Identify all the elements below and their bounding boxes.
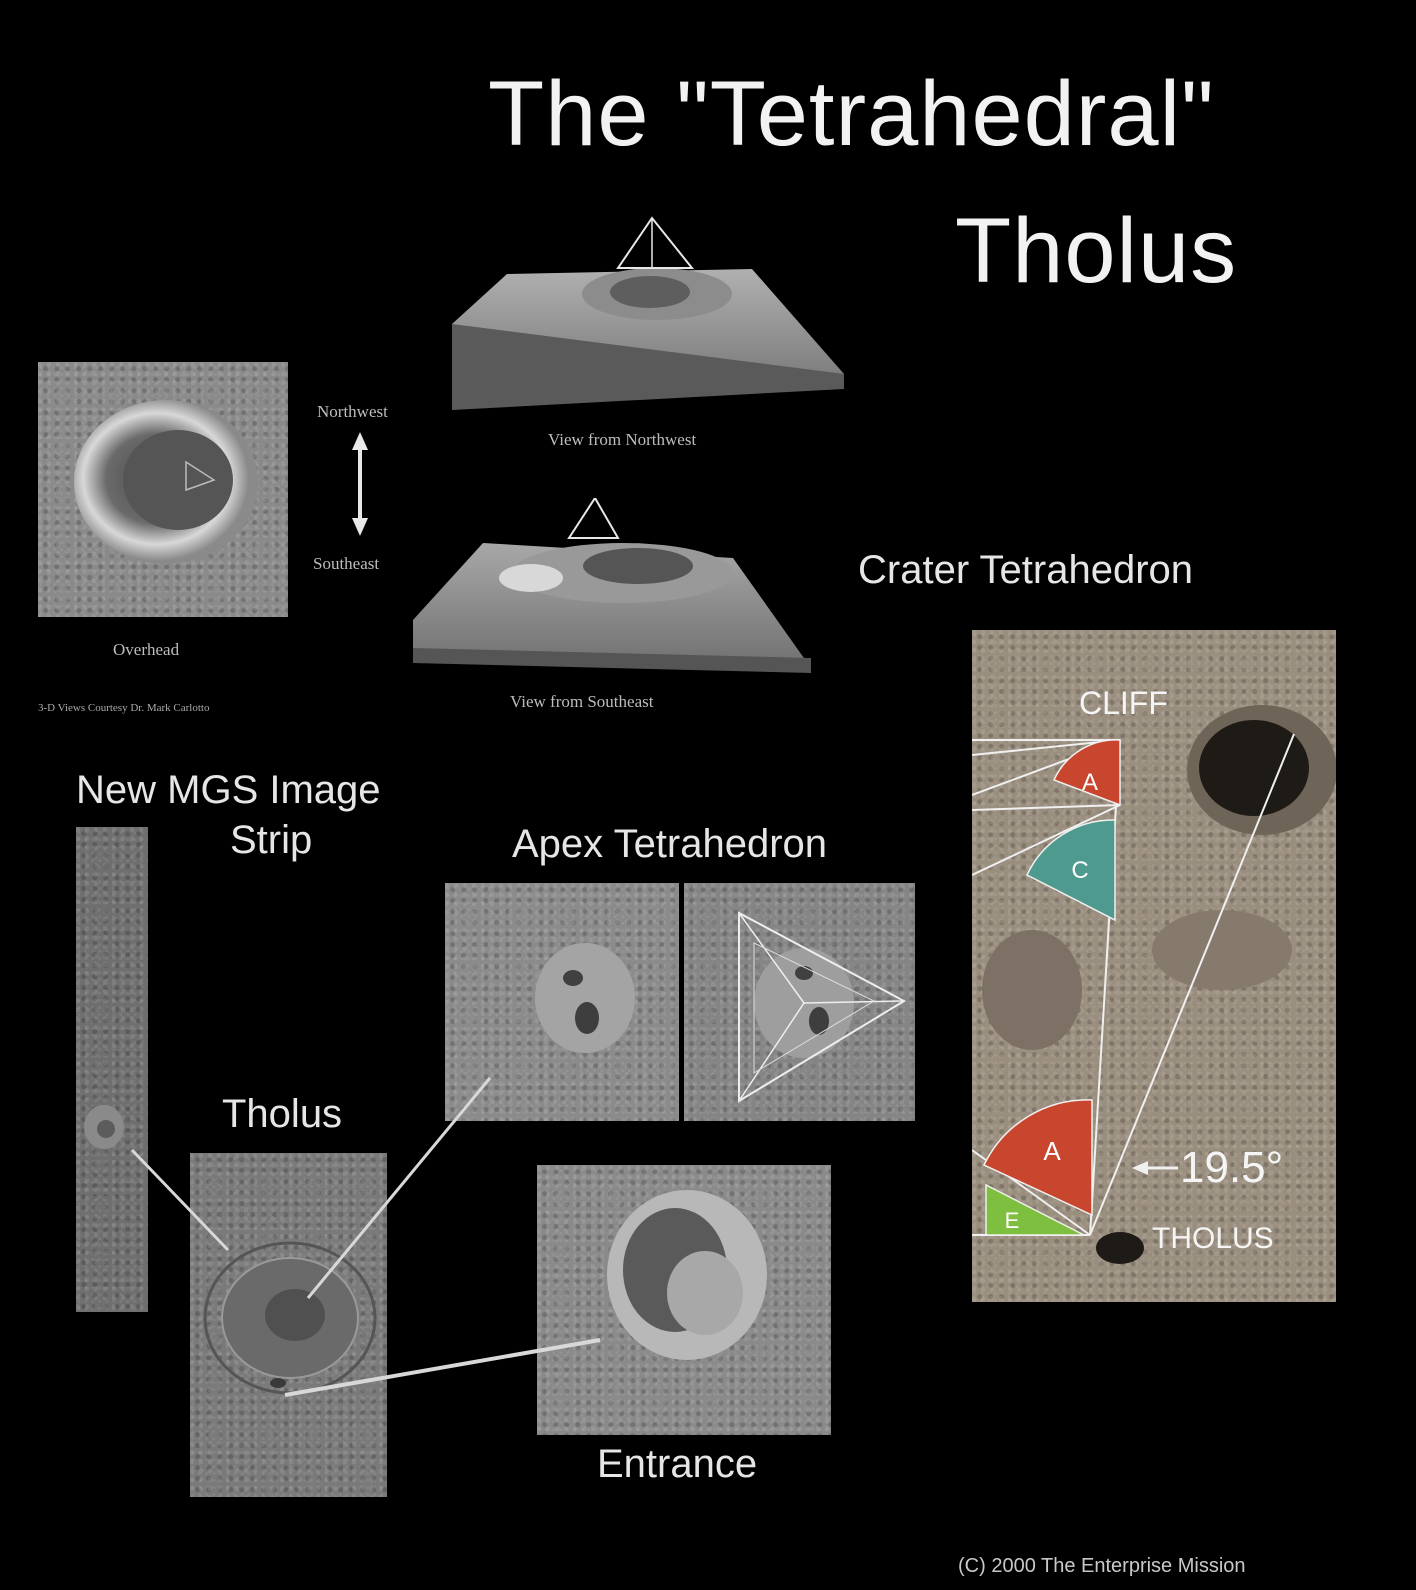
crater-tetrahedron-image: A C A E CLIFF 19.5° THOLUS	[972, 630, 1336, 1302]
compass-northwest-label: Northwest	[317, 402, 388, 421]
entrance-image	[537, 1165, 831, 1435]
entrance-label: Entrance	[597, 1442, 758, 1486]
mgs-strip-label-line-1: New MGS Image	[76, 768, 381, 812]
apex-tetrahedron-overlay	[738, 911, 907, 1103]
strip-tholus-feature	[84, 1105, 124, 1149]
wedge-e-label: E	[1005, 1208, 1020, 1233]
wedge-a-upper	[1052, 739, 1121, 807]
overhead-caption: Overhead	[113, 640, 180, 659]
apex-summit-drawing	[535, 943, 635, 1053]
wedge-e	[985, 1183, 1085, 1236]
apex-tetrahedron-label: Apex Tetrahedron	[512, 822, 828, 866]
northwest-view-image	[452, 216, 844, 410]
tholus-mound-drawing	[203, 1241, 377, 1395]
wedge-c-label: C	[1071, 857, 1088, 884]
northwest-view-caption: View from Northwest	[548, 430, 697, 449]
entrance-crater-drawing	[607, 1190, 767, 1360]
tholus-crater-label: THOLUS	[1152, 1222, 1274, 1255]
tholus-label: Tholus	[222, 1092, 343, 1136]
overhead-image	[38, 362, 288, 617]
views-credit: 3-D Views Courtesy Dr. Mark Carlotto	[38, 702, 210, 714]
crater-tetrahedron-diagram: A C A E	[972, 705, 1336, 1264]
tholus-to-apex-line	[306, 1077, 492, 1299]
crater-tetrahedron-label: Crater Tetrahedron	[858, 548, 1193, 592]
title-line-2: Tholus	[955, 200, 1238, 302]
tholus-dark-spot	[1096, 1232, 1144, 1264]
apex-image-plain	[445, 883, 679, 1121]
mgs-strip-label-line-2: Strip	[230, 818, 313, 862]
wedge-a-lower	[982, 1099, 1093, 1217]
mgs-strip-image	[76, 827, 148, 1312]
wedge-a-lower-label: A	[1043, 1136, 1061, 1166]
southeast-view-image	[413, 498, 811, 673]
wedge-a-upper-label: A	[1082, 769, 1098, 796]
angle-label: 19.5°	[1180, 1143, 1284, 1192]
tholus-to-entrance-line	[284, 1338, 601, 1397]
strip-to-tholus-line	[130, 1148, 230, 1252]
copyright: (C) 2000 The Enterprise Mission	[958, 1555, 1246, 1577]
title-line-1: The "Tetrahedral"	[488, 63, 1215, 165]
compass-arrow-icon	[352, 432, 368, 536]
southeast-view-caption: View from Southeast	[510, 692, 654, 711]
wedge-c	[1026, 819, 1116, 922]
apex-image-annotated	[684, 883, 915, 1121]
overhead-crater-drawing	[74, 400, 258, 564]
compass-southeast-label: Southeast	[313, 554, 380, 573]
cliff-label: CLIFF	[1079, 685, 1168, 721]
tholus-image	[190, 1153, 387, 1497]
